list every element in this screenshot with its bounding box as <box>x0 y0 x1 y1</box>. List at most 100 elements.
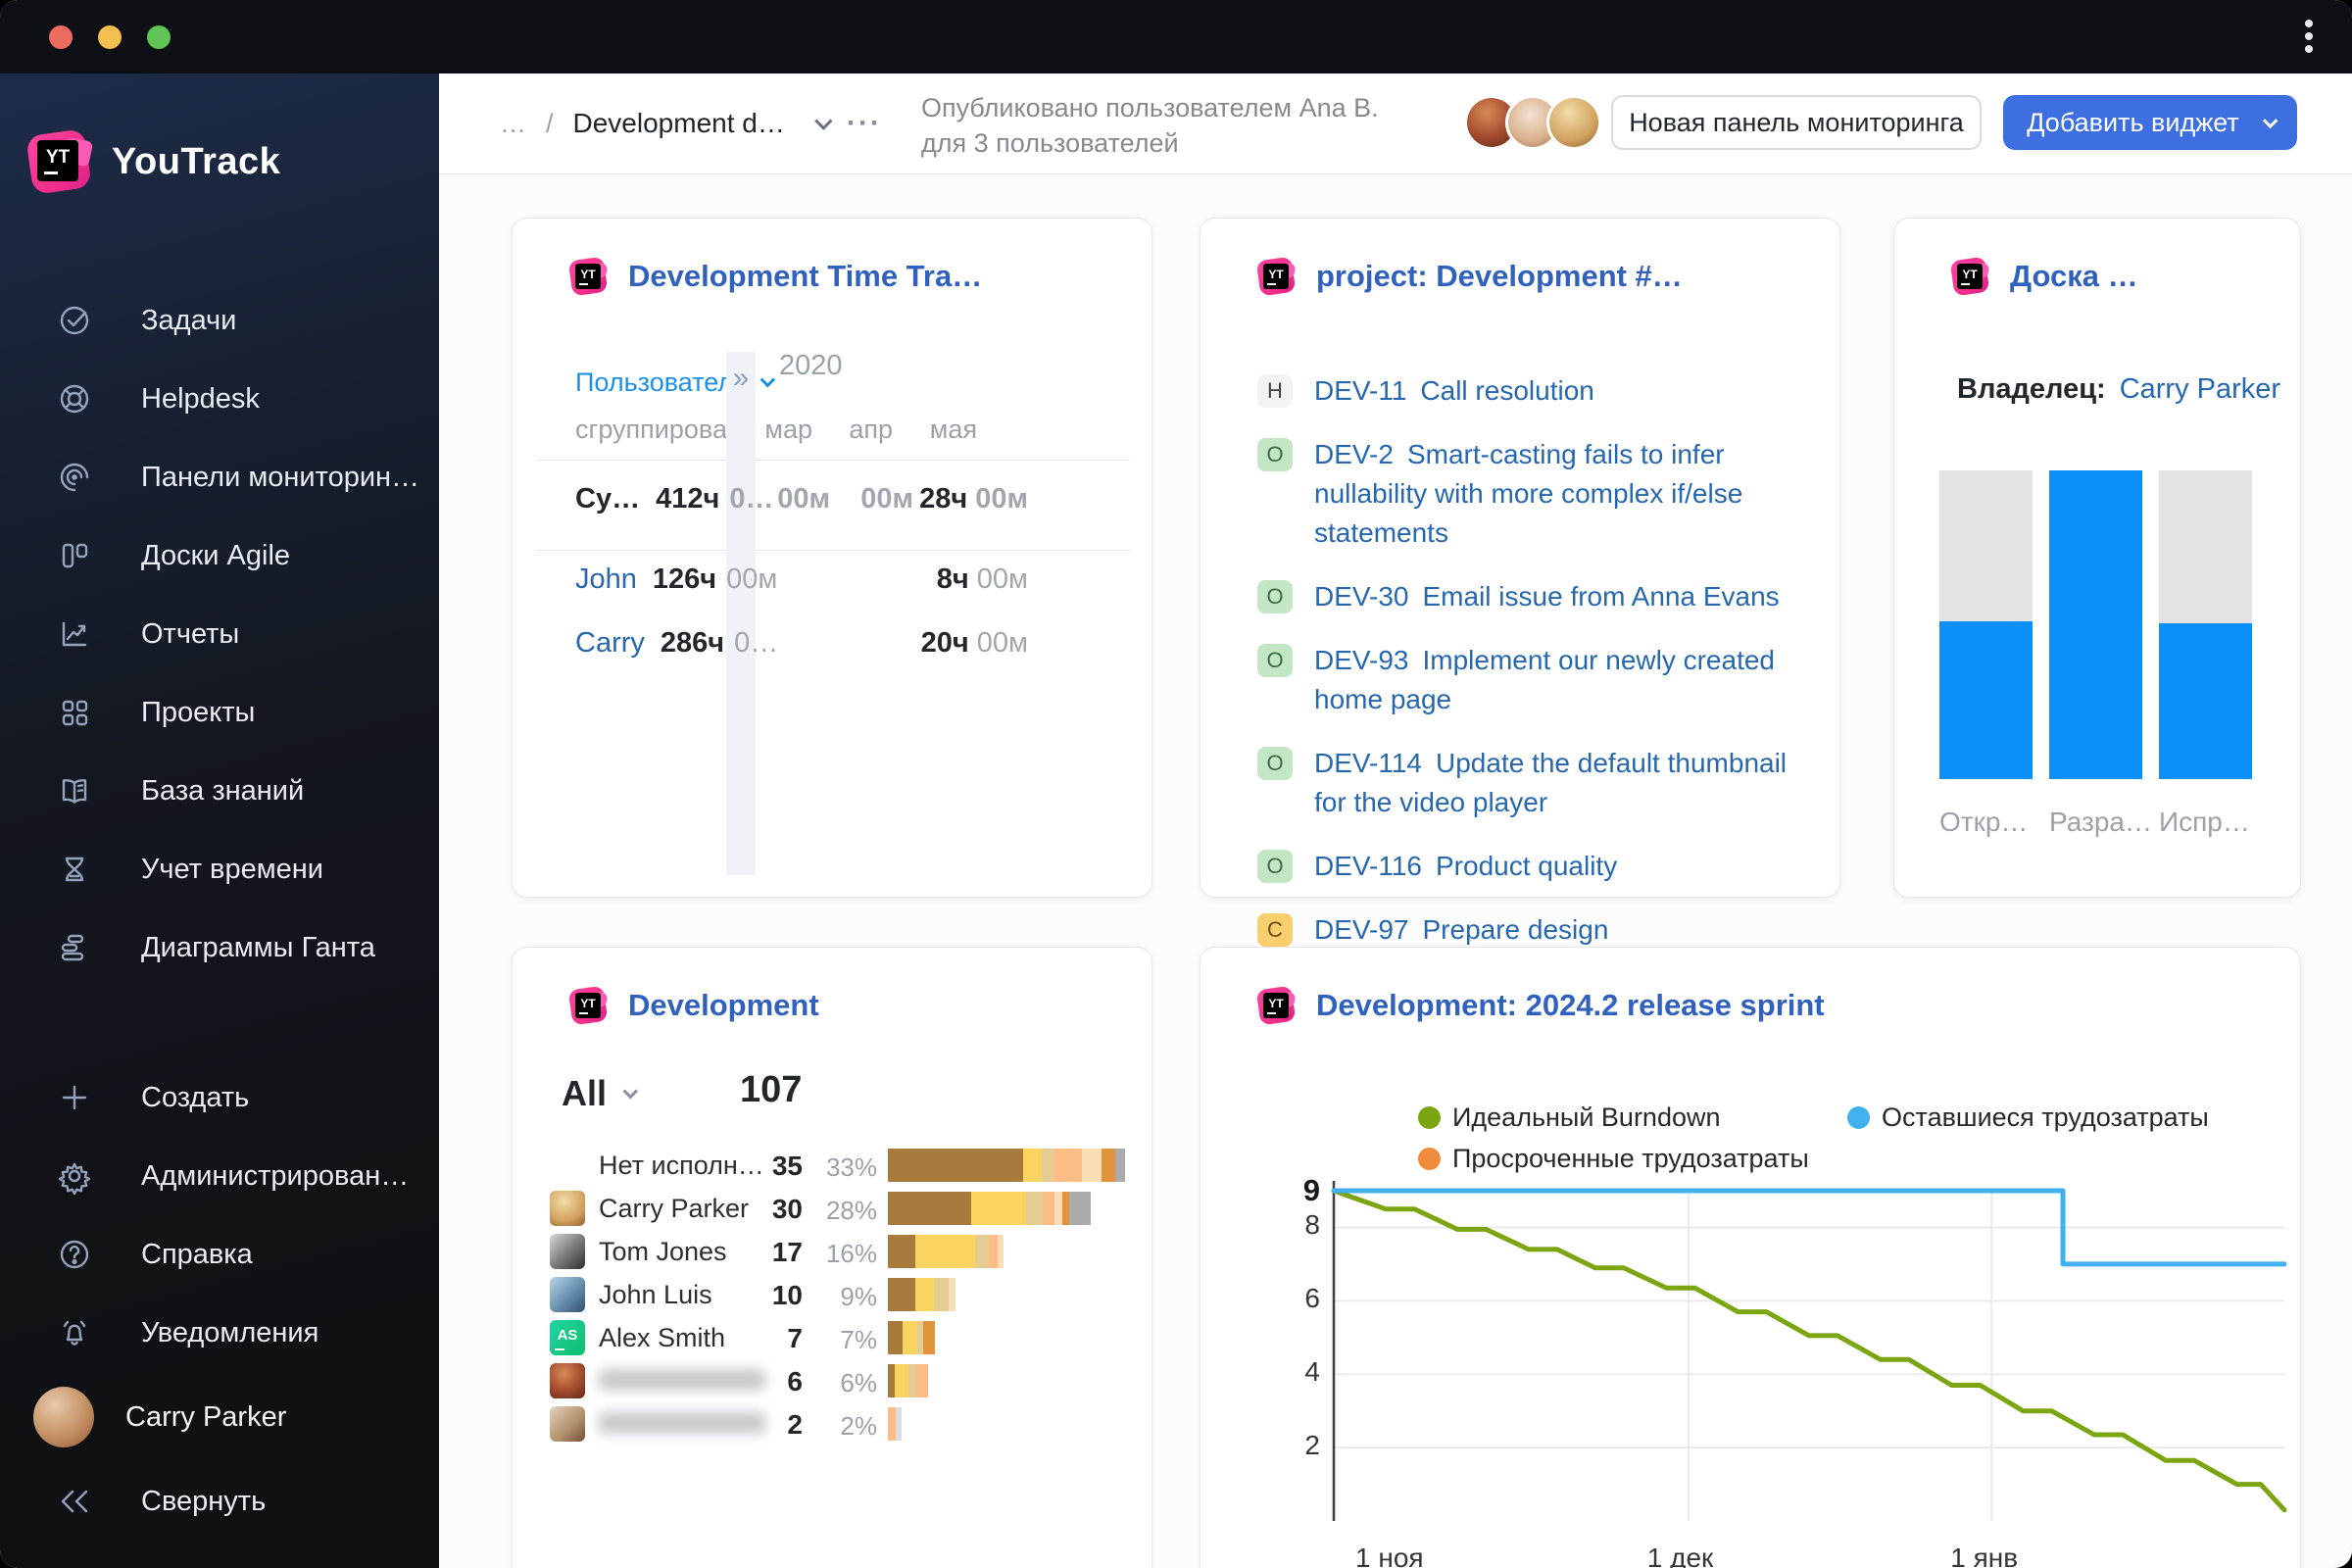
legend-label: Оставшиеся трудозатраты <box>1882 1102 2209 1132</box>
shared-users-avatars[interactable] <box>1464 95 1601 150</box>
legend-item[interactable]: Идеальный Burndown <box>1418 1102 1721 1133</box>
dashboard-header: … / Development d… ··· Опубликовано поль… <box>439 74 2352 174</box>
chevron-down-icon[interactable] <box>813 111 833 130</box>
assignee-row[interactable]: Carry Parker 30 28% <box>513 1187 1152 1230</box>
more-actions-icon[interactable]: ··· <box>846 107 882 139</box>
issue-link[interactable]: DEV-97 Prepare design <box>1314 914 1609 945</box>
stacked-bar <box>888 1364 929 1397</box>
sidebar-item-label: Отчеты <box>141 617 240 650</box>
issue-percent: 7% <box>840 1325 877 1354</box>
widget-development: YT Development All 107 Нет исполн… 35 33% C… <box>512 947 1152 1568</box>
assignee-row[interactable]: Нет исполн… 35 33% <box>513 1144 1152 1187</box>
group-by-select[interactable]: Пользователи <box>575 368 776 398</box>
sidebar-item-отчеты[interactable]: Отчеты <box>0 595 439 673</box>
assignee-name-redacted <box>599 1369 765 1391</box>
assignee-row[interactable]: Tom Jones 17 16% <box>513 1230 1152 1273</box>
widget-header[interactable]: YT project: Development #… <box>1255 256 1683 297</box>
widget-header[interactable]: YT Доска … <box>1949 256 2138 297</box>
avatar <box>550 1234 585 1269</box>
assignee-row[interactable]: 6 6% <box>513 1359 1152 1402</box>
sidebar-item-label: Панели мониторин… <box>141 461 420 493</box>
legend-item[interactable]: Просроченные трудозатраты <box>1418 1144 1809 1174</box>
assignee-row[interactable]: John Luis 10 9% <box>513 1273 1152 1316</box>
sidebar-item-label: Доски Agile <box>141 539 291 571</box>
board-column-bar[interactable] <box>1939 470 2033 779</box>
zoom-window-button[interactable] <box>147 25 171 49</box>
avatar[interactable] <box>1546 95 1601 150</box>
time-row-user: John 126ч 00м <box>575 564 778 595</box>
board-bar-chart <box>1939 470 2259 779</box>
sidebar-item-label: Диаграммы Ганта <box>141 931 375 963</box>
issue-link[interactable]: DEV-93 Implement our newly created home p… <box>1314 645 1776 714</box>
close-window-button[interactable] <box>49 25 73 49</box>
sidebar-item-helpdesk[interactable]: Helpdesk <box>0 360 439 438</box>
breadcrumb-ellipsis[interactable]: … <box>500 108 526 138</box>
assignee-row[interactable]: 2 2% <box>513 1402 1152 1446</box>
widget-header[interactable]: YT Development <box>567 985 819 1026</box>
sidebar-item-уведомления[interactable]: Уведомления <box>0 1294 439 1372</box>
brand[interactable]: YT YouTrack <box>25 128 281 195</box>
time-cell: 00м <box>777 483 830 514</box>
sidebar-item-проекты[interactable]: Проекты <box>0 673 439 752</box>
assignee-filter-select[interactable]: All <box>562 1073 639 1114</box>
legend-dot <box>1418 1148 1441 1170</box>
issue-row: O DEV-93 Implement our newly created home … <box>1257 641 1798 719</box>
x-axis-label: 1 ноя <box>1355 1543 1424 1568</box>
dashboard-title[interactable]: Development d… <box>572 108 785 138</box>
board-column-bar[interactable] <box>2159 470 2252 779</box>
sidebar-item-база-знаний[interactable]: База знаний <box>0 752 439 830</box>
avatar <box>550 1363 585 1398</box>
time-cell: 00м <box>860 483 913 514</box>
add-widget-button[interactable]: Добавить виджет <box>2003 95 2297 150</box>
board-column-bar[interactable] <box>2049 470 2142 779</box>
sidebar-item-панели-мониторин-[interactable]: Панели мониторин… <box>0 438 439 516</box>
new-dashboard-button[interactable]: Новая панель мониторинга <box>1611 95 1982 150</box>
issue-link[interactable]: DEV-116 Product quality <box>1314 851 1618 881</box>
assignee-name: Alex Smith <box>599 1323 726 1352</box>
sidebar-item-создать[interactable]: Создать <box>0 1058 439 1137</box>
time-row-summary: Су… 412ч 0… <box>575 483 774 514</box>
issue-link[interactable]: DEV-2 Smart-casting fails to infer nullab… <box>1314 439 1743 548</box>
stacked-bar <box>888 1407 902 1441</box>
sidebar-item-доски-agile[interactable]: Доски Agile <box>0 516 439 595</box>
sidebar-nav: Задачи Helpdesk Панели мониторин… Доски Agi… <box>0 281 439 987</box>
brand-name: YouTrack <box>112 140 281 182</box>
sidebar-item-диаграммы-ганта[interactable]: Диаграммы Ганта <box>0 908 439 987</box>
widget-header[interactable]: YT Development Time Tra… <box>567 256 982 297</box>
legend-item[interactable]: Оставшиеся трудозатраты <box>1847 1102 2209 1133</box>
owner-link[interactable]: Carry Parker <box>2119 373 2281 405</box>
user-link[interactable]: Carry <box>575 627 645 659</box>
issue-type-badge: O <box>1257 747 1293 780</box>
stacked-bar <box>888 1192 1092 1225</box>
sidebar-item-label: Администрирован… <box>141 1159 410 1192</box>
sidebar-item-label: Учет времени <box>141 853 323 885</box>
kebab-menu-icon[interactable]: • • • <box>2303 8 2315 66</box>
expand-columns-handle[interactable]: » <box>726 352 756 875</box>
issue-count: 30 <box>771 1194 803 1224</box>
assignee-row[interactable]: AS Alex Smith 7 7% <box>513 1316 1152 1359</box>
sidebar-collapse-button[interactable]: Свернуть <box>0 1462 439 1541</box>
sidebar-item-задачи[interactable]: Задачи <box>0 281 439 360</box>
issue-row: O DEV-116 Product quality <box>1257 847 1798 886</box>
issue-percent: 28% <box>825 1196 877 1225</box>
youtrack-report-icon: YT <box>1255 256 1297 297</box>
sidebar-item-администрирован-[interactable]: Администрирован… <box>0 1137 439 1215</box>
issue-link[interactable]: DEV-11 Call resolution <box>1314 375 1594 406</box>
issue-count: 7 <box>787 1323 803 1353</box>
issue-link[interactable]: DEV-30 Email issue from Anna Evans <box>1314 581 1780 612</box>
issue-row: C DEV-97 Prepare design <box>1257 910 1798 950</box>
issue-count: 6 <box>787 1366 803 1396</box>
widget-header[interactable]: YT Development: 2024.2 release sprint <box>1255 985 1825 1026</box>
help-icon <box>55 1235 94 1274</box>
sidebar-footer-nav: Создать Администрирован… Справка Уведомлени… <box>0 1058 439 1372</box>
board-bar-labels: Откр… Разра… Испр… <box>1939 807 2259 838</box>
minimize-window-button[interactable] <box>98 25 122 49</box>
sidebar-item-справка[interactable]: Справка <box>0 1215 439 1294</box>
user-link[interactable]: John <box>575 564 637 595</box>
issue-percent: 6% <box>840 1368 877 1397</box>
issue-link[interactable]: DEV-114 Update the default thumbnail for … <box>1314 748 1788 817</box>
sidebar-item-учет-времени[interactable]: Учет времени <box>0 830 439 908</box>
sidebar-user[interactable]: Carry Parker <box>0 1372 439 1462</box>
helpdesk-icon <box>55 379 94 418</box>
assignee-name: Carry Parker <box>599 1194 750 1223</box>
